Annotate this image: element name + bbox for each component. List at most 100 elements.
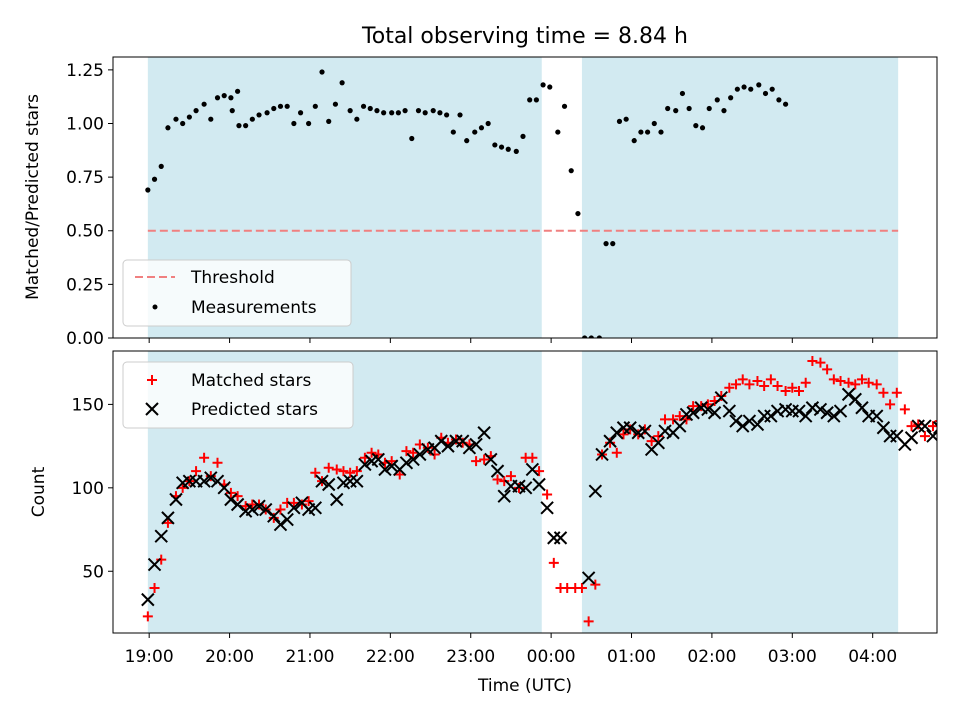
y-tick-label: 0.75 bbox=[66, 168, 104, 188]
matched-stars-point-5 bbox=[177, 482, 188, 493]
matched-stars-point-64 bbox=[590, 579, 601, 590]
measurements-point-47 bbox=[457, 112, 463, 118]
matched-stars-point-111 bbox=[919, 431, 930, 442]
legend-measurements-swatch bbox=[152, 304, 158, 310]
matched-stars-point-87 bbox=[752, 376, 763, 387]
matched-stars-point-38 bbox=[408, 447, 419, 458]
measurements-point-45 bbox=[444, 112, 450, 118]
measurements-point-88 bbox=[741, 84, 747, 90]
predicted-stars-point-0 bbox=[141, 592, 155, 607]
measurements-point-37 bbox=[389, 110, 395, 116]
predicted-stars-point-97 bbox=[841, 387, 856, 402]
predicted-stars-point-57 bbox=[540, 501, 554, 515]
matched-stars-point-103 bbox=[863, 377, 874, 388]
measurements-point-91 bbox=[762, 90, 769, 97]
predicted-stars-point-66 bbox=[623, 421, 637, 435]
matched-stars-point-98 bbox=[828, 374, 839, 385]
predicted-stars-point-54 bbox=[518, 481, 533, 495]
legend-threshold-label: Threshold bbox=[190, 268, 275, 288]
predicted-stars-point-99 bbox=[855, 401, 869, 415]
matched-stars-point-105 bbox=[878, 387, 889, 398]
predicted-stars-point-64 bbox=[610, 426, 624, 440]
predicted-stars-point-42 bbox=[434, 434, 448, 448]
measurements-point-25 bbox=[306, 120, 312, 127]
predicted-stars-point-49 bbox=[484, 452, 498, 467]
x-tick-label: 00:00 bbox=[527, 647, 576, 667]
measurements-point-50 bbox=[478, 125, 485, 131]
x-tick-label: 04:00 bbox=[848, 647, 897, 667]
predicted-stars-point-110 bbox=[932, 421, 937, 435]
matched-stars-point-48 bbox=[479, 454, 490, 465]
predicted-stars-point-84 bbox=[750, 417, 765, 432]
predicted-stars-point-60 bbox=[581, 571, 596, 585]
matched-stars-point-94 bbox=[800, 377, 811, 388]
matched-stars-point-27 bbox=[331, 464, 342, 475]
measurements-point-54 bbox=[505, 146, 511, 152]
measurements-point-31 bbox=[347, 108, 353, 114]
x-tick-label: 02:00 bbox=[687, 647, 736, 667]
matched-stars-point-92 bbox=[787, 382, 798, 393]
matched-stars-point-51 bbox=[499, 476, 510, 487]
matched-stars-point-55 bbox=[527, 452, 538, 463]
measurements-point-93 bbox=[776, 97, 782, 103]
legend-measurements-label: Measurements bbox=[191, 298, 317, 318]
predicted-stars-point-51 bbox=[497, 489, 511, 503]
matched-stars-point-1 bbox=[149, 582, 160, 593]
predicted-stars-point-98 bbox=[848, 392, 862, 407]
measurements-point-34 bbox=[367, 105, 373, 112]
matched-stars-point-21 bbox=[288, 497, 299, 508]
measurements-point-42 bbox=[422, 110, 428, 116]
measurements-point-81 bbox=[693, 123, 699, 129]
plot-frame bbox=[112, 56, 938, 339]
top-y-axis-label: Matched/Predicted stars bbox=[23, 94, 43, 300]
predicted-stars-point-12 bbox=[224, 492, 238, 507]
predicted-stars-point-38 bbox=[406, 452, 420, 467]
matched-stars-point-36 bbox=[394, 469, 405, 480]
matched-stars-point-63 bbox=[583, 616, 594, 627]
predicted-stars-point-24 bbox=[308, 501, 323, 515]
matched-stars-point-56 bbox=[534, 466, 545, 477]
matched-stars-point-19 bbox=[275, 504, 286, 515]
predicted-stars-point-70 bbox=[651, 436, 666, 450]
measurements-point-15 bbox=[236, 123, 242, 129]
predicted-stars-point-37 bbox=[399, 456, 414, 470]
measurements-point-87 bbox=[734, 86, 740, 92]
measurements-point-17 bbox=[249, 116, 255, 122]
predicted-stars-point-102 bbox=[876, 421, 891, 435]
matched-stars-point-84 bbox=[731, 379, 742, 390]
matched-stars-point-9 bbox=[205, 471, 216, 482]
predicted-stars-point-90 bbox=[792, 404, 806, 418]
x-tick-label: 23:00 bbox=[446, 647, 495, 667]
predicted-stars-point-68 bbox=[638, 424, 652, 438]
measurements-point-7 bbox=[193, 108, 199, 114]
measurements-point-77 bbox=[665, 105, 671, 112]
matched-stars-point-16 bbox=[254, 499, 265, 510]
predicted-stars-point-79 bbox=[714, 391, 728, 405]
measurements-point-75 bbox=[651, 120, 657, 127]
measurements-point-79 bbox=[679, 90, 686, 97]
measurements-point-56 bbox=[520, 133, 526, 139]
predicted-stars-point-73 bbox=[673, 419, 687, 433]
measurements-point-57 bbox=[527, 97, 533, 103]
predicted-stars-point-80 bbox=[722, 404, 737, 418]
top-panel: 0.00 0.25 0.50 0.75 1.00 1.25 bbox=[66, 56, 938, 349]
measurements-point-30 bbox=[339, 80, 345, 86]
y-tick-label: 0.25 bbox=[66, 275, 104, 295]
measurements-point-38 bbox=[395, 110, 401, 116]
matched-stars-point-104 bbox=[871, 379, 882, 390]
predicted-stars-point-63 bbox=[603, 434, 617, 448]
predicted-stars-point-34 bbox=[378, 462, 392, 477]
matched-stars-point-113 bbox=[934, 420, 937, 423]
measurements-point-58 bbox=[533, 97, 539, 103]
matched-stars-point-106 bbox=[885, 399, 896, 410]
predicted-stars-point-25 bbox=[315, 474, 329, 488]
measurements-point-22 bbox=[284, 103, 290, 109]
measurements-point-8 bbox=[201, 101, 207, 107]
predicted-stars-point-71 bbox=[658, 424, 672, 438]
measurements-point-18 bbox=[256, 112, 262, 118]
predicted-stars-point-39 bbox=[413, 447, 427, 462]
measurements-point-62 bbox=[561, 103, 568, 109]
legend-matched-label: Matched stars bbox=[191, 371, 311, 391]
measurements-point-90 bbox=[756, 82, 762, 88]
matched-stars-point-47 bbox=[471, 456, 482, 467]
